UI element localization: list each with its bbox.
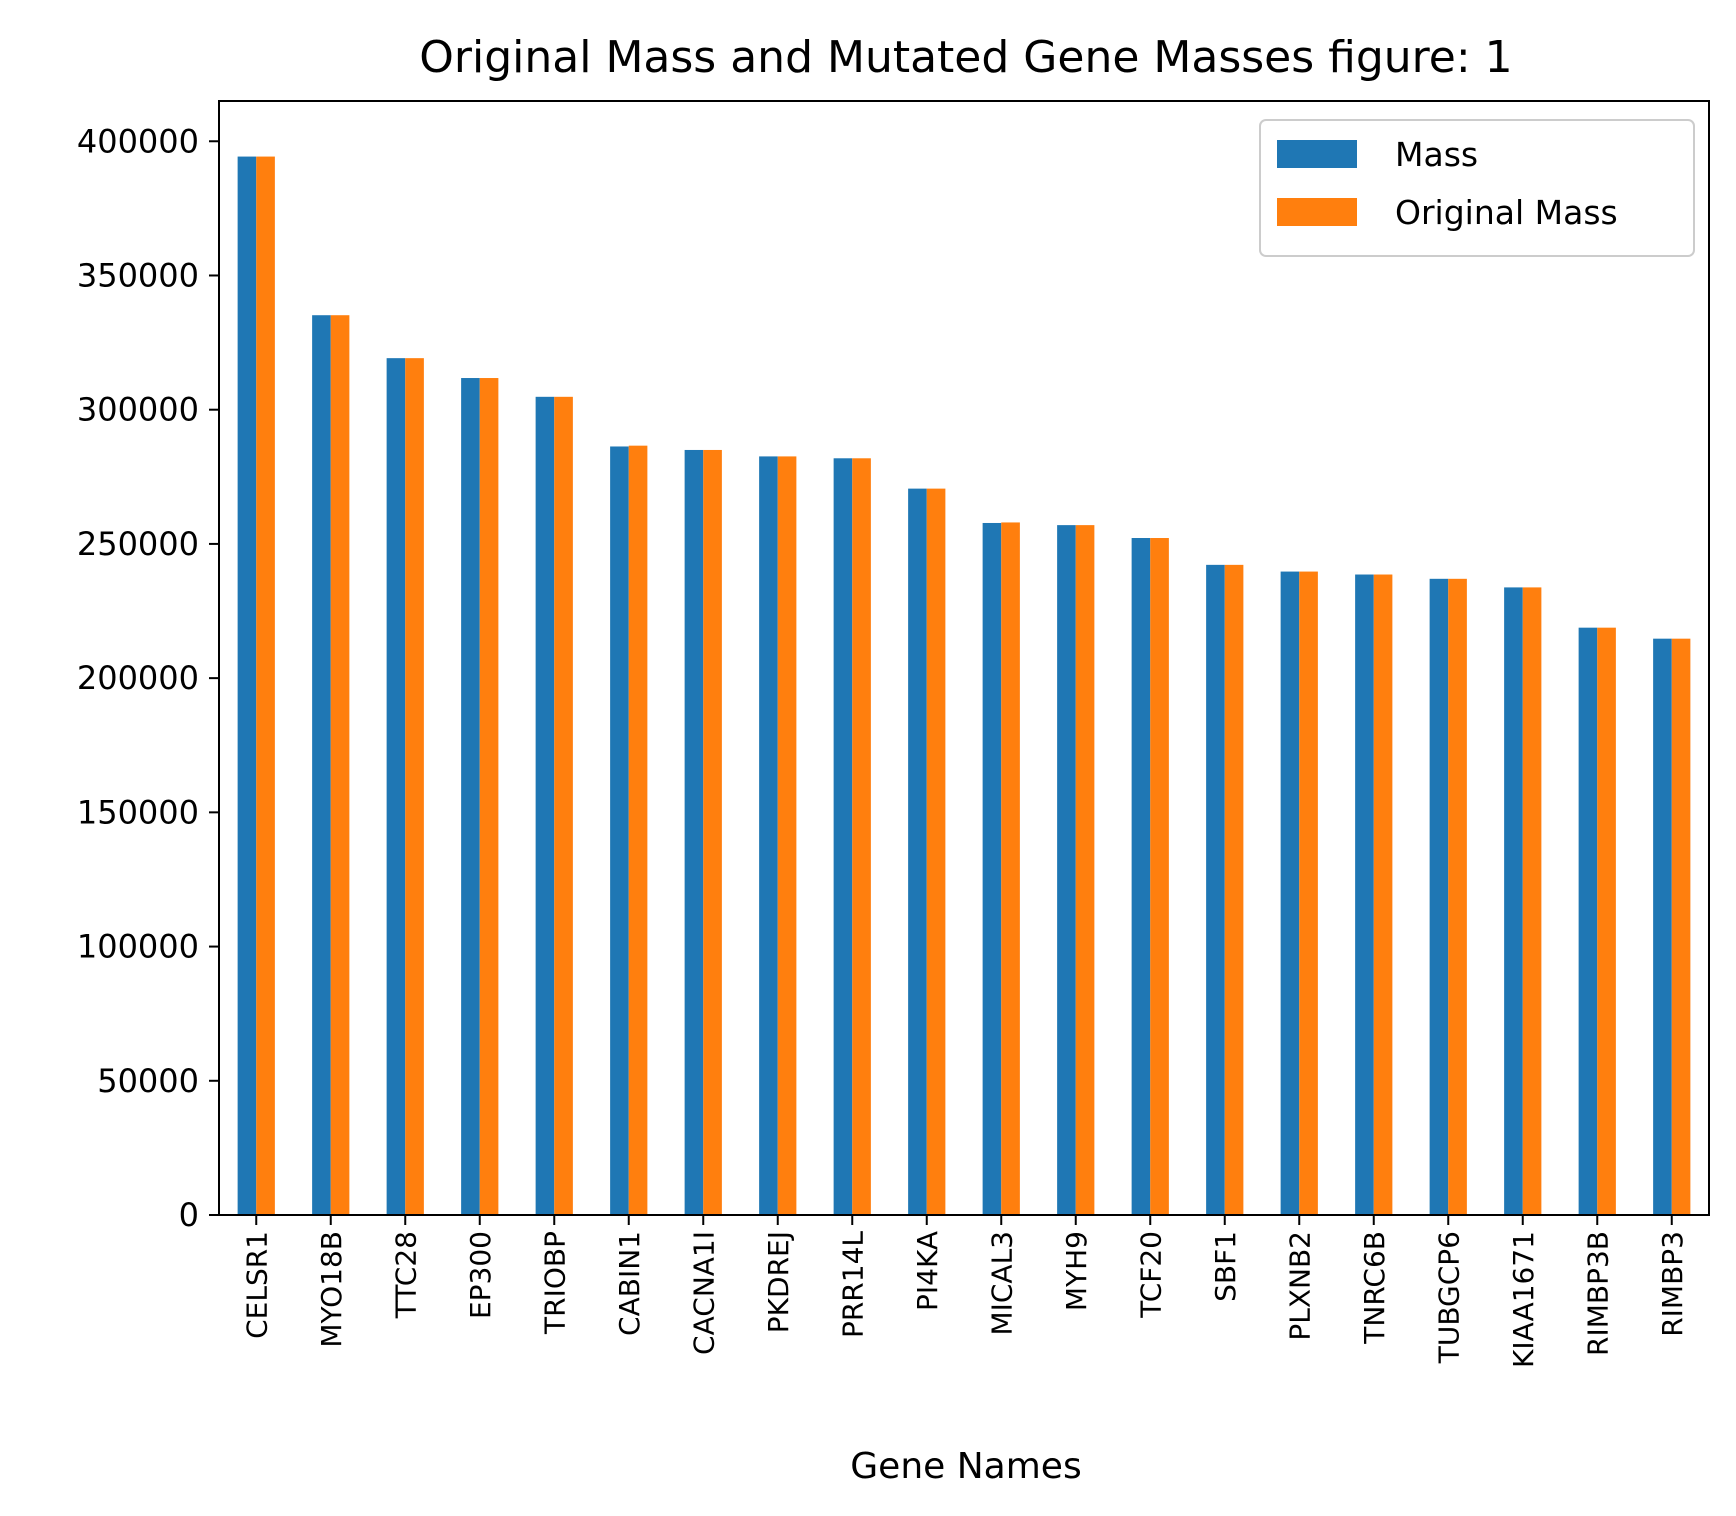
bar-mass-sbf1: [1206, 564, 1225, 1215]
y-tick-label: 150000: [77, 793, 199, 831]
y-tick-label: 350000: [77, 256, 199, 294]
bar-mass-myo18b: [312, 315, 331, 1216]
bar-original-mass-ep300: [479, 378, 499, 1215]
x-tick-label: TNRC6B: [1358, 1231, 1391, 1345]
legend-label-mass: Mass: [1395, 135, 1478, 174]
bar-original-mass-cacna1i: [703, 449, 722, 1215]
x-tick-label: PKDREJ: [762, 1231, 795, 1333]
bar-mass-myh9: [1057, 525, 1076, 1215]
y-tick-label: 300000: [77, 391, 199, 429]
y-tick-label: 400000: [77, 122, 199, 160]
bar-original-mass-rimbp3b: [1597, 627, 1616, 1215]
bar-original-mass-tubgcp6: [1448, 578, 1467, 1215]
bar-mass-rimbp3b: [1578, 627, 1598, 1215]
bar-original-mass-pkdrej: [777, 456, 797, 1215]
x-axis: CELSR1 MYO18B TTC28 EP300 TRIOBP CABIN1 CACNA1…: [240, 1215, 1689, 1368]
bar-mass-ttc28: [386, 358, 406, 1215]
bar-mass-triobp: [535, 396, 555, 1215]
bar-original-mass-rimbp3: [1671, 638, 1691, 1215]
y-axis: 0 50000 100000 150000 200000 250000 300000 3500…: [77, 122, 219, 1234]
bar-original-mass-myh9: [1075, 525, 1095, 1215]
x-tick-label: RIMBP3B: [1581, 1231, 1614, 1356]
bar-mass-kiaa1671: [1504, 587, 1523, 1215]
bar-mass-prr14l: [833, 458, 853, 1216]
bar-mass-pkdrej: [759, 456, 778, 1215]
legend: Mass Original Mass: [1259, 119, 1695, 257]
x-tick-label: MYO18B: [315, 1231, 348, 1348]
bar-original-mass-kiaa1671: [1522, 587, 1542, 1215]
legend-label-original-mass: Original Mass: [1395, 193, 1618, 232]
bar-mass-rimbp3: [1653, 638, 1672, 1215]
x-tick-label: MICAL3: [985, 1231, 1018, 1336]
bar-mass-tubgcp6: [1429, 578, 1449, 1215]
x-tick-label: PRR14L: [836, 1231, 869, 1338]
bar-original-mass-prr14l: [852, 458, 871, 1216]
bar-mass-celsr1: [237, 156, 257, 1215]
x-tick-label: TUBGCP6: [1432, 1231, 1465, 1364]
plot-frame: [218, 100, 1710, 1216]
legend-swatch-mass: [1277, 140, 1357, 168]
bar-original-mass-triobp: [554, 396, 573, 1215]
bar-original-mass-sbf1: [1224, 564, 1244, 1215]
x-tick-label: TTC28: [389, 1231, 422, 1319]
x-tick-label: CABIN1: [613, 1231, 646, 1336]
y-tick-label: 100000: [77, 928, 199, 966]
bar-original-mass-myo18b: [330, 315, 350, 1216]
x-tick-label: SBF1: [1209, 1231, 1242, 1302]
bar-original-mass-cabin1: [628, 445, 648, 1215]
bar-mass-plxnb2: [1280, 571, 1300, 1215]
x-tick-label: CELSR1: [240, 1231, 273, 1339]
x-tick-label: TRIOBP: [538, 1231, 571, 1335]
bar-original-mass-plxnb2: [1299, 571, 1318, 1215]
bar-mass-pi4ka: [908, 488, 927, 1216]
x-tick-label: CACNA1I: [687, 1231, 720, 1355]
x-tick-label: RIMBP3: [1656, 1231, 1689, 1337]
bar-mass-mical3: [982, 522, 1002, 1215]
y-tick-label: 200000: [77, 659, 199, 697]
x-tick-label: TCF20: [1134, 1231, 1167, 1319]
x-tick-label: PI4KA: [911, 1231, 944, 1311]
x-tick-label: KIAA1671: [1507, 1231, 1540, 1368]
bar-original-mass-tcf20: [1150, 538, 1169, 1215]
x-tick-label: EP300: [464, 1231, 497, 1319]
x-tick-label: MYH9: [1060, 1231, 1093, 1311]
x-tick-label: PLXNB2: [1283, 1231, 1316, 1341]
y-tick-label: 250000: [77, 525, 199, 563]
x-axis-label: Gene Names: [850, 1446, 1081, 1487]
bar-original-mass-tnrc6b: [1373, 574, 1393, 1215]
legend-swatch-original-mass: [1277, 198, 1357, 226]
bar-original-mass-celsr1: [256, 156, 275, 1215]
y-tick-label: 50000: [97, 1062, 199, 1100]
bar-original-mass-ttc28: [405, 358, 424, 1215]
legend-frame: [1259, 119, 1695, 257]
bar-mass-cabin1: [610, 446, 629, 1215]
bar-mass-cacna1i: [684, 449, 704, 1215]
bar-mass-tcf20: [1131, 538, 1151, 1215]
bar-mass-tnrc6b: [1355, 574, 1374, 1215]
y-tick-label: 0: [179, 1196, 199, 1234]
bar-original-mass-mical3: [1001, 522, 1020, 1215]
chart-title: Original Mass and Mutated Gene Masses fi…: [419, 32, 1512, 83]
bars-layer: [237, 156, 1691, 1216]
bar-mass-ep300: [461, 378, 480, 1215]
bar-original-mass-pi4ka: [926, 488, 946, 1216]
